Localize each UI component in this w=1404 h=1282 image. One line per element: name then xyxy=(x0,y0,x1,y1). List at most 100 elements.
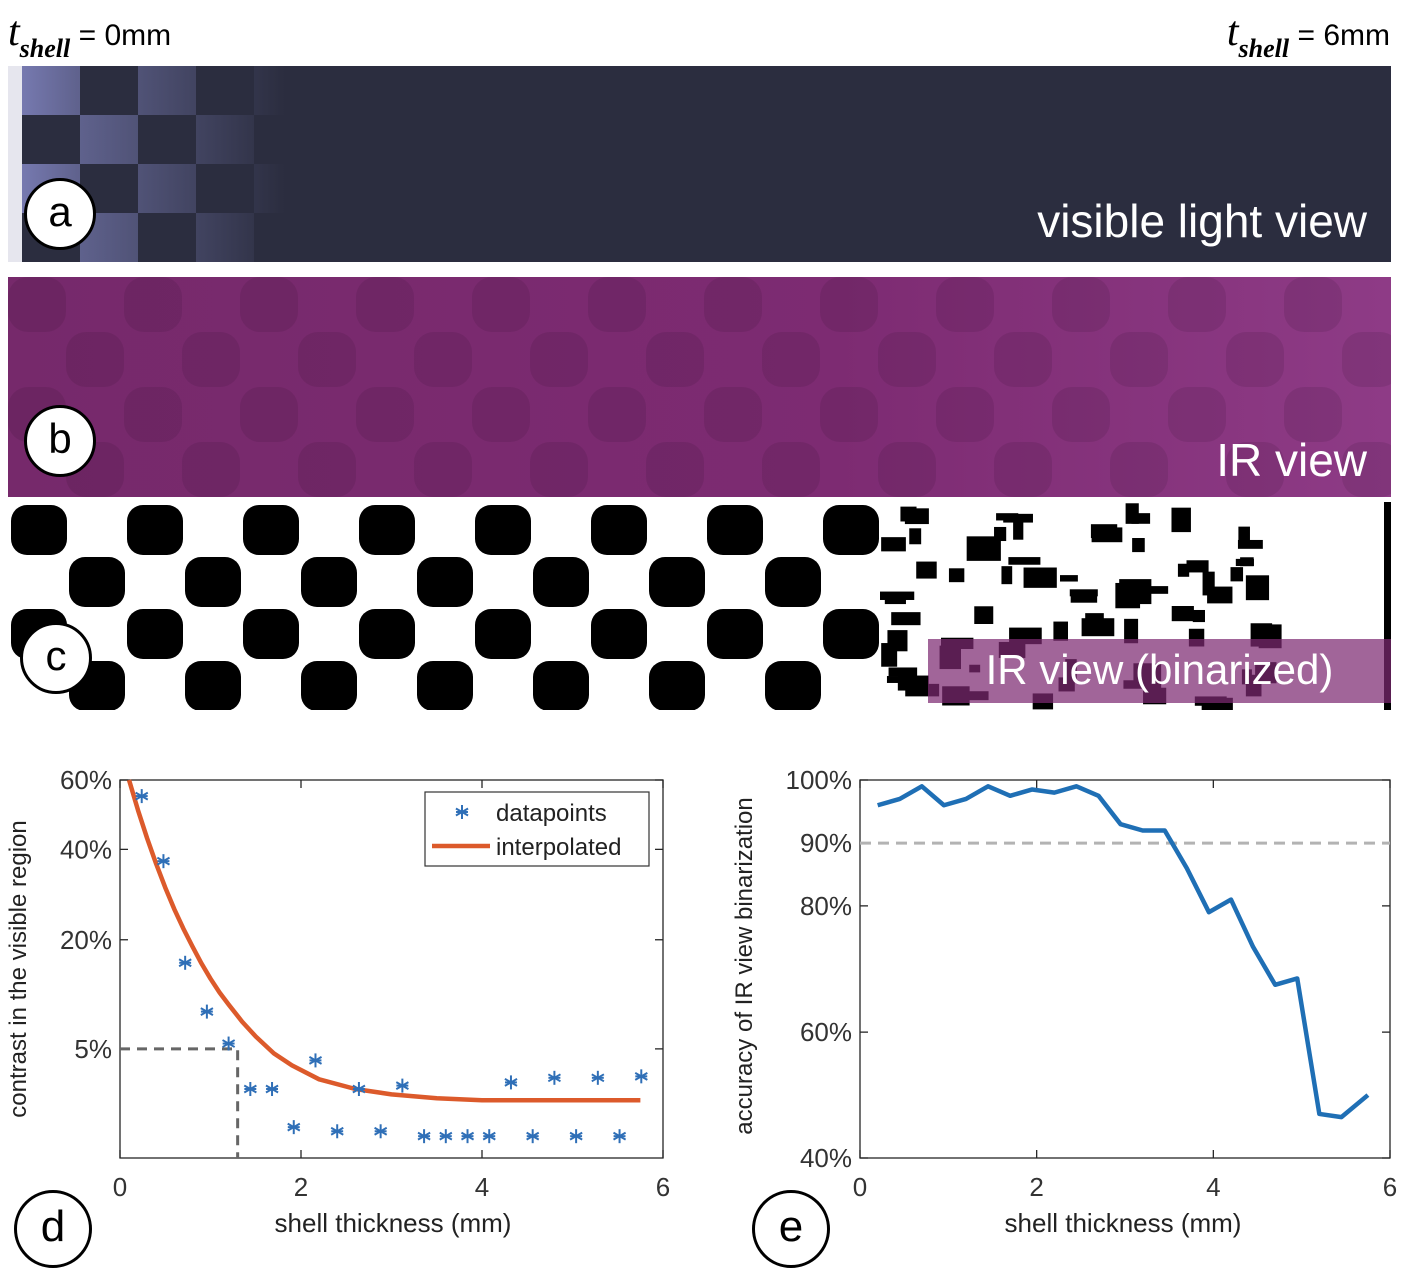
panel-letter-a: a xyxy=(24,178,96,250)
checker-cell xyxy=(243,609,299,659)
x-tick-label: 4 xyxy=(1206,1172,1220,1202)
checker-cell xyxy=(124,387,182,442)
datapoint-marker xyxy=(612,1129,627,1144)
checker-cell xyxy=(1342,332,1391,387)
datapoint-marker xyxy=(243,1081,257,1096)
checker-cell xyxy=(1284,387,1342,442)
panel-letter-d: d xyxy=(14,1190,92,1268)
datapoint-marker xyxy=(222,1036,236,1051)
datapoint-marker xyxy=(156,854,171,869)
noise-blob xyxy=(1131,513,1151,524)
datapoint-marker xyxy=(569,1129,583,1144)
checker-cell xyxy=(936,277,994,332)
y-tick-label: 90% xyxy=(800,828,852,858)
x-tick-label: 6 xyxy=(656,1172,670,1202)
t-subscript: shell xyxy=(19,34,71,63)
checker-cell xyxy=(823,505,879,555)
checker-cell xyxy=(472,277,530,332)
t-symbol: t xyxy=(8,9,20,55)
noise-blob xyxy=(1013,518,1024,540)
noise-blob xyxy=(1085,613,1104,628)
checker-cell xyxy=(475,609,531,659)
noise-blob xyxy=(904,508,929,525)
checker-cell xyxy=(185,557,241,607)
noise-blob xyxy=(1053,621,1069,641)
noise-blob xyxy=(1023,567,1057,588)
checker-cell xyxy=(127,505,183,555)
contrast-chart-svg: contrast in the visible region shell thi… xyxy=(5,765,670,1238)
checker-cell xyxy=(298,332,356,387)
y-tick-label: 60% xyxy=(800,1017,852,1047)
contrast-chart: contrast in the visible region shell thi… xyxy=(0,740,700,1280)
datapoint-marker xyxy=(634,1069,648,1084)
checker-cell xyxy=(472,387,530,442)
accuracy-chart-svg: accuracy of IR view binarization shell t… xyxy=(731,765,1397,1238)
checker-cell xyxy=(11,505,67,555)
shell-value-right: = 6mm xyxy=(1297,19,1390,52)
noise-blob xyxy=(1186,560,1209,573)
checker-cell xyxy=(356,387,414,442)
checker-cell xyxy=(1342,442,1391,497)
interpolated-curve xyxy=(126,779,641,1103)
x-tick-label: 0 xyxy=(113,1172,127,1202)
noise-blob xyxy=(1124,618,1139,644)
checker-cell xyxy=(69,557,125,607)
checker-cell xyxy=(240,277,298,332)
noise-blob xyxy=(974,606,994,624)
checker-cell xyxy=(707,609,763,659)
checker-cell xyxy=(533,661,589,710)
datapoint-marker xyxy=(526,1129,540,1144)
panel-letter-e: e xyxy=(752,1190,830,1268)
noise-blob xyxy=(1238,526,1250,546)
x-tick-label: 2 xyxy=(1029,1172,1043,1202)
checker-cell xyxy=(298,442,356,497)
y-tick-label: 5% xyxy=(74,1034,112,1064)
checker-cell xyxy=(240,387,298,442)
checker-cell xyxy=(182,332,240,387)
noise-blob xyxy=(1171,606,1194,622)
checker-cell xyxy=(591,505,647,555)
legend-datapoints-marker xyxy=(455,805,469,819)
checker-cell xyxy=(1052,277,1110,332)
t-symbol: t xyxy=(1226,9,1239,55)
accuracy-chart: accuracy of IR view binarization shell t… xyxy=(700,740,1404,1280)
binarized-ir-image: IR view (binarized) c xyxy=(8,502,1391,710)
noise-blob xyxy=(897,675,929,691)
checker-cell xyxy=(533,557,589,607)
datapoint-marker xyxy=(417,1129,431,1144)
noise-blob xyxy=(888,667,918,677)
checker-cell xyxy=(936,387,994,442)
noise-blob xyxy=(948,568,965,583)
checker-cell xyxy=(649,661,705,710)
datapoint-marker xyxy=(352,1081,366,1096)
checker-cell xyxy=(704,277,762,332)
panel-title-c: IR view (binarized) xyxy=(928,639,1391,703)
x-tick-label: 6 xyxy=(1383,1172,1397,1202)
datapoint-marker xyxy=(178,955,192,970)
checker-cell xyxy=(475,505,531,555)
y-tick-label: 40% xyxy=(800,1143,852,1173)
x-axis-label: shell thickness (mm) xyxy=(1005,1208,1242,1238)
checker-cell xyxy=(1110,332,1168,387)
shell-label-right: tshell = 6mm xyxy=(1226,8,1390,63)
noise-blob xyxy=(1240,557,1254,567)
noise-blob xyxy=(891,612,921,626)
checker-cell xyxy=(414,332,472,387)
checker-cell xyxy=(66,332,124,387)
checker-cell xyxy=(878,332,936,387)
noise-blob xyxy=(1069,589,1098,597)
checker-cell xyxy=(646,332,704,387)
y-tick-label: 40% xyxy=(60,834,112,864)
checker-cell xyxy=(417,557,473,607)
datapoint-marker xyxy=(330,1124,344,1139)
legend-interpolated-label: interpolated xyxy=(496,834,621,861)
y-axis-label: contrast in the visible region xyxy=(5,820,32,1118)
x-axis-label: shell thickness (mm) xyxy=(275,1208,512,1238)
panel-letter-b: b xyxy=(24,405,96,477)
checker-cell xyxy=(530,442,588,497)
datapoint-marker xyxy=(200,1004,214,1019)
t-subscript: shell xyxy=(1238,34,1290,63)
checker-cell xyxy=(646,442,704,497)
y-tick-label: 20% xyxy=(60,925,112,955)
datapoint-marker xyxy=(265,1081,279,1096)
